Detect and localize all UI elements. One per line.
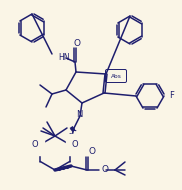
Text: O: O	[89, 147, 96, 157]
Text: O: O	[74, 39, 80, 48]
Text: F: F	[169, 92, 174, 101]
Text: HN: HN	[58, 52, 70, 62]
Text: O: O	[72, 140, 78, 149]
Text: O: O	[32, 140, 38, 149]
Text: Abs: Abs	[110, 74, 121, 78]
Text: O: O	[102, 165, 109, 174]
FancyBboxPatch shape	[106, 70, 126, 82]
Text: N: N	[76, 110, 82, 119]
